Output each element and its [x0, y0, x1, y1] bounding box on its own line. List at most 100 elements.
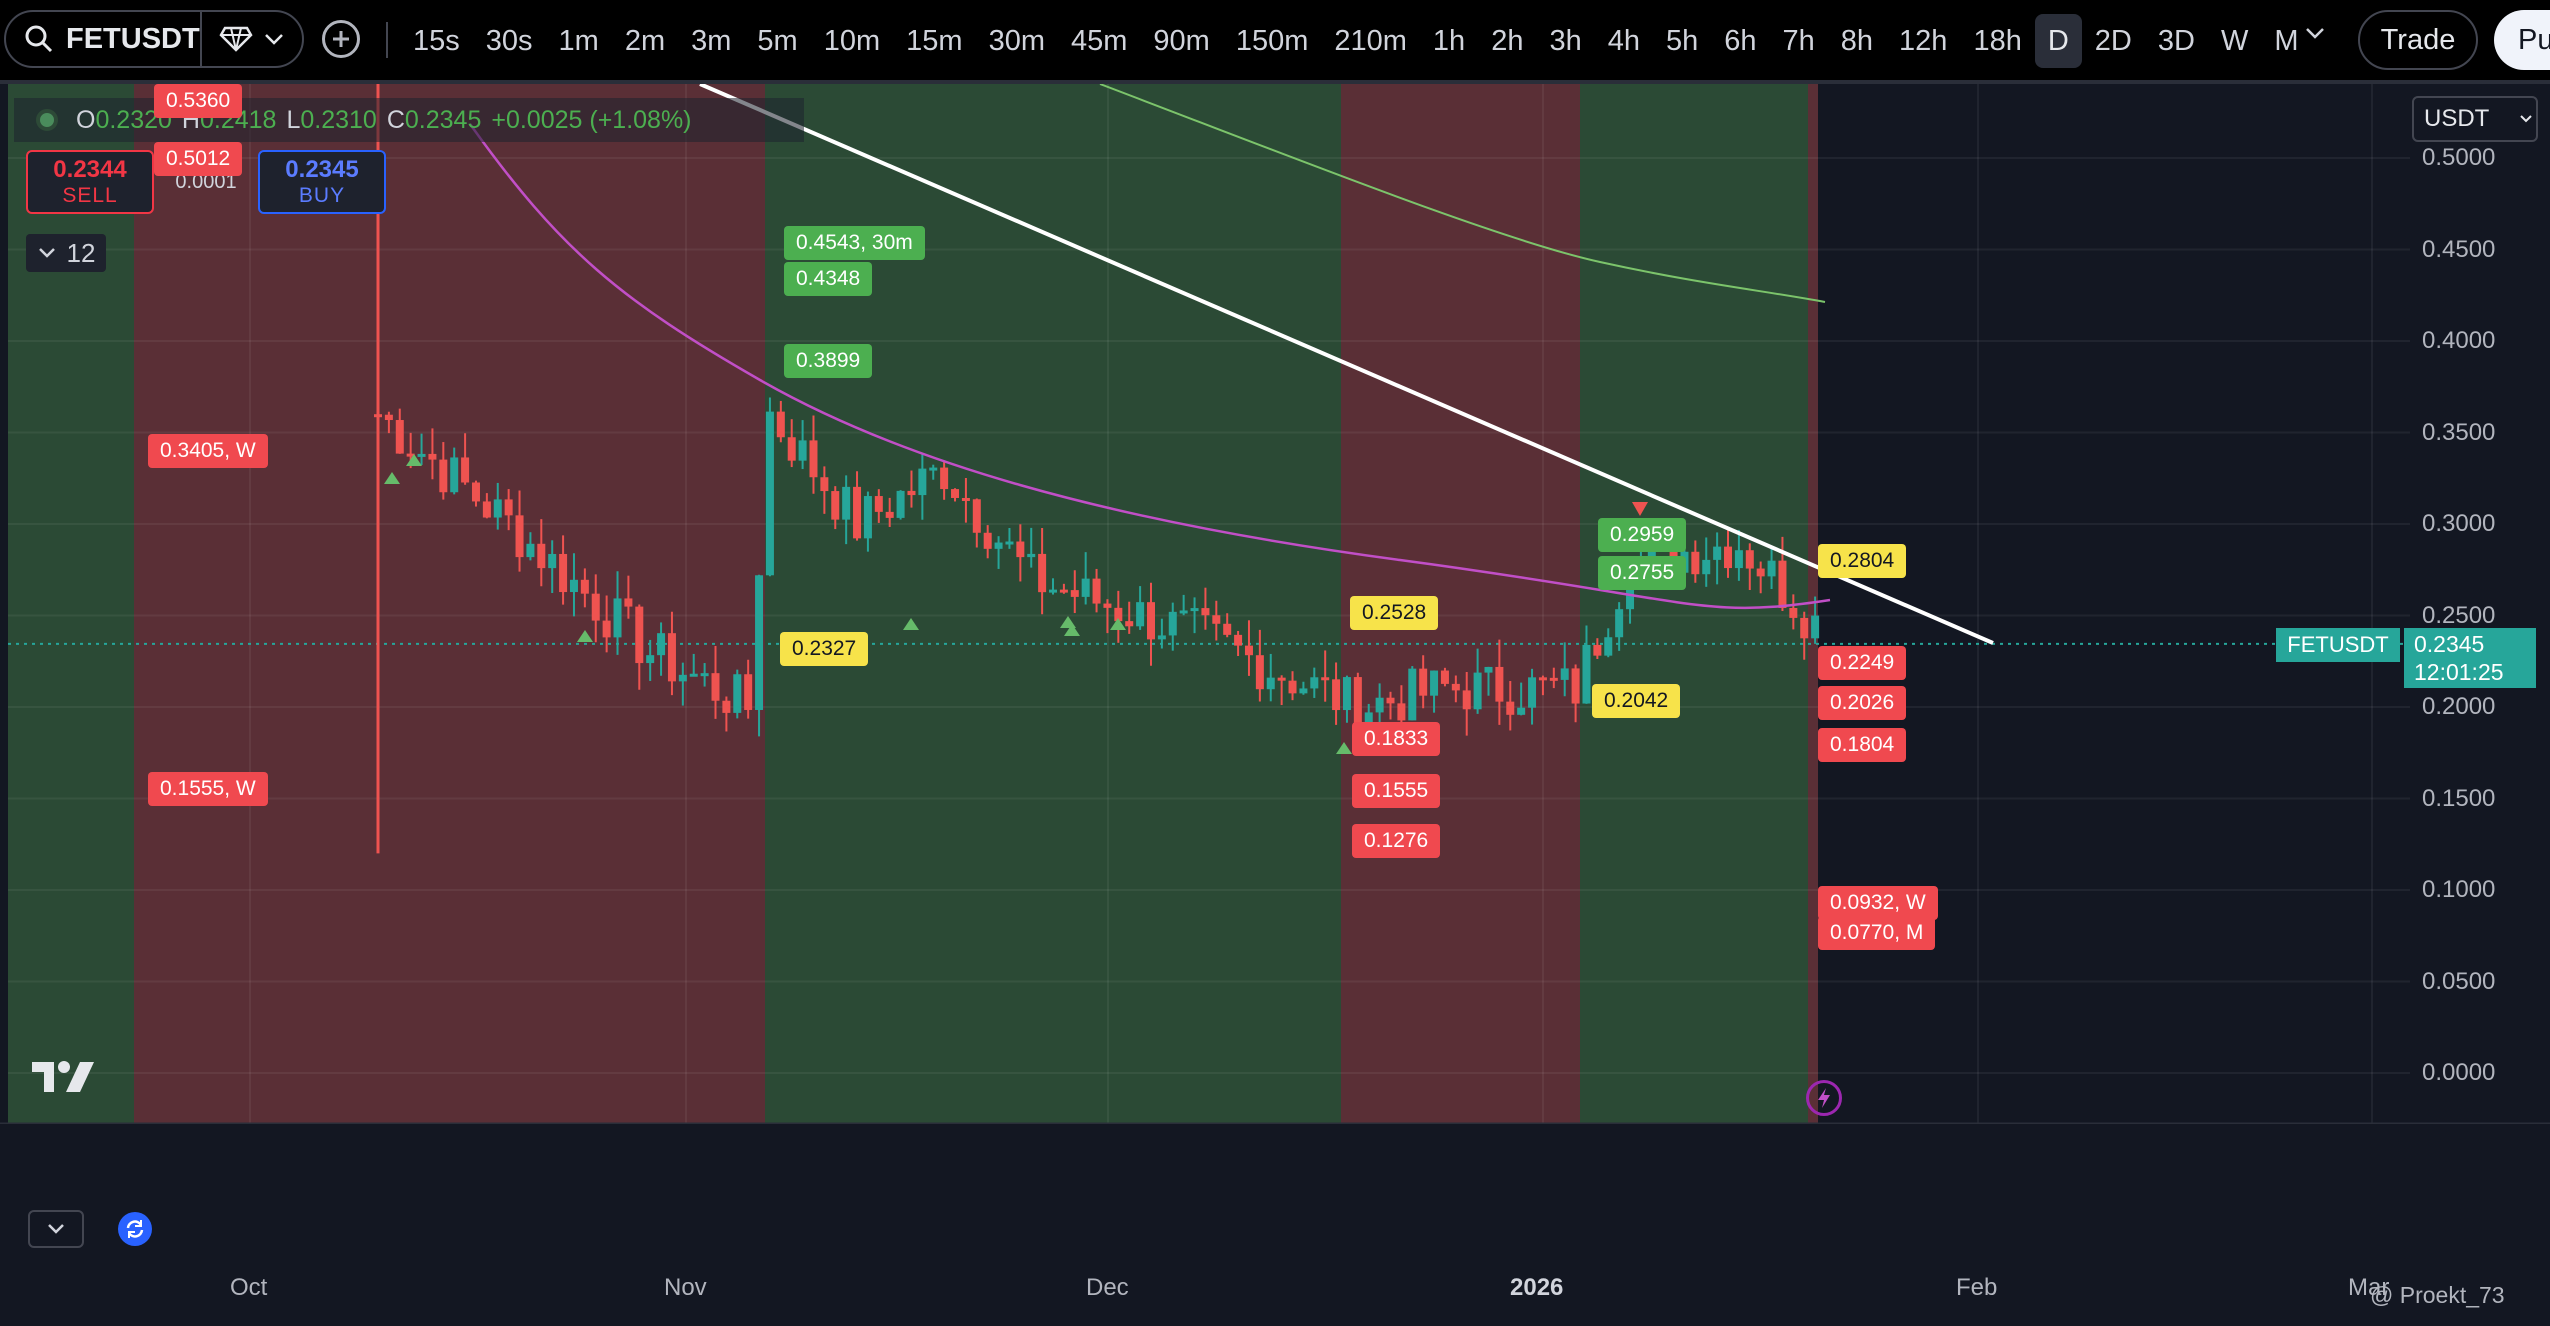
refresh-button[interactable] — [118, 1212, 152, 1246]
time-tick: 2026 — [1510, 1274, 1564, 1301]
interval-M[interactable]: M — [2274, 24, 2299, 57]
level-label[interactable]: 0.4348 — [784, 262, 873, 296]
visibility-dot-icon[interactable] — [36, 109, 58, 131]
interval-90m[interactable]: 90m — [1153, 24, 1210, 57]
currency-select[interactable]: USDT — [2412, 96, 2538, 142]
interval-2h[interactable]: 2h — [1491, 24, 1524, 57]
level-label[interactable]: 0.2804 — [1818, 544, 1907, 578]
interval-5h[interactable]: 5h — [1665, 24, 1699, 57]
interval-45m[interactable]: 45m — [1070, 24, 1128, 57]
change-value: +0.0025 (+1.08%) — [491, 105, 692, 134]
price-tick: 0.0500 — [2422, 967, 2496, 995]
add-symbol-button[interactable] — [322, 20, 360, 58]
compare-symbol-button[interactable] — [202, 12, 302, 66]
interval-30m[interactable]: 30m — [988, 24, 1045, 57]
candle-up — [1168, 611, 1177, 636]
candle-down — [711, 673, 720, 701]
collapse-pane-button[interactable] — [28, 1210, 84, 1248]
level-label[interactable]: 0.2528 — [1350, 596, 1439, 630]
candle-up — [1136, 602, 1145, 627]
trade-button[interactable]: Trade — [2358, 10, 2478, 70]
candle-down — [874, 496, 883, 512]
candle-down — [1277, 677, 1286, 681]
level-label[interactable]: 0.1276 — [1352, 824, 1441, 858]
candle-down — [1756, 568, 1765, 577]
interval-12h[interactable]: 12h — [1899, 24, 1948, 57]
interval-5m[interactable]: 5m — [757, 24, 798, 57]
publish-button[interactable]: Pu — [2494, 10, 2550, 70]
interval-15s[interactable]: 15s — [413, 24, 460, 57]
candle-down — [580, 579, 589, 594]
candle-down — [1125, 621, 1134, 627]
interval-4h[interactable]: 4h — [1607, 24, 1640, 57]
candle-up — [1473, 672, 1482, 710]
interval-8h[interactable]: 8h — [1840, 24, 1874, 57]
level-label[interactable]: 0.2959 — [1598, 518, 1687, 552]
candle-down — [1593, 644, 1602, 656]
interval-2m[interactable]: 2m — [624, 24, 666, 57]
low-key: L — [286, 105, 301, 134]
symbol-search[interactable]: FETUSDT — [6, 12, 202, 66]
candle-down — [591, 593, 600, 621]
level-label[interactable]: 0.2042 — [1592, 684, 1681, 718]
price-tick: 0.1000 — [2422, 876, 2496, 903]
level-label[interactable]: 0.0770, M — [1818, 916, 1936, 950]
level-label[interactable]: 0.3405, W — [148, 434, 268, 468]
interval-6h[interactable]: 6h — [1724, 24, 1757, 57]
level-label[interactable]: 0.5012 — [154, 142, 243, 176]
candle-up — [1484, 666, 1493, 673]
interval-30s[interactable]: 30s — [485, 24, 533, 57]
interval-W[interactable]: W — [2220, 24, 2249, 57]
indicators-toggle[interactable]: 12 — [26, 234, 106, 272]
level-label[interactable]: 0.1555, W — [148, 772, 268, 806]
level-label[interactable]: 0.2327 — [780, 632, 869, 666]
candle-up — [1179, 610, 1188, 614]
candle-up — [1190, 608, 1199, 612]
level-label[interactable]: 0.1833 — [1352, 722, 1441, 756]
level-label[interactable]: 0.2755 — [1598, 556, 1687, 590]
candle-up — [548, 553, 557, 569]
buy-button[interactable]: 0.2345 BUY — [258, 150, 386, 214]
price-chart[interactable] — [0, 84, 2550, 1124]
interval-210m[interactable]: 210m — [1334, 24, 1407, 57]
indicator-lines — [468, 84, 1994, 645]
level-label[interactable]: 0.0932, W — [1818, 886, 1938, 920]
candle-down — [384, 414, 393, 421]
time-tick: Feb — [1956, 1274, 1998, 1301]
interval-3h[interactable]: 3h — [1549, 24, 1582, 57]
flash-button[interactable] — [1806, 1080, 1842, 1116]
interval-10m[interactable]: 10m — [823, 24, 881, 57]
ohlc-legend[interactable]: O 0.2320 H 0.2418 L 0.2310 C 0.2345 +0.0025 … — [14, 98, 804, 142]
interval-18h[interactable]: 18h — [1973, 24, 2022, 57]
buy-sell-widget: 0.2344 SELL 0.0001 0.2345 BUY — [26, 150, 386, 214]
interval-3m[interactable]: 3m — [691, 24, 732, 57]
symbol-search-box[interactable]: FETUSDT — [4, 10, 304, 68]
candle-down — [1092, 578, 1101, 604]
candle-down — [1386, 697, 1395, 704]
buy-price: 0.2345 — [285, 156, 359, 183]
level-label[interactable]: 0.4543, 30m — [784, 226, 925, 260]
background-zones — [8, 84, 2410, 1124]
level-label[interactable]: 0.3899 — [784, 344, 873, 378]
interval-3D[interactable]: 3D — [2157, 24, 2195, 57]
interval-15m[interactable]: 15m — [906, 24, 963, 57]
level-label[interactable]: 0.1555 — [1352, 774, 1441, 808]
interval-2D[interactable]: 2D — [2094, 24, 2132, 57]
level-label[interactable]: 0.5360 — [154, 84, 243, 118]
interval-7h[interactable]: 7h — [1782, 24, 1815, 57]
tradingview-logo[interactable] — [30, 1058, 96, 1099]
sell-button[interactable]: 0.2344 SELL — [26, 150, 154, 214]
interval-150m[interactable]: 150m — [1235, 24, 1309, 57]
intervals-dropdown[interactable] — [2304, 26, 2326, 40]
interval-D[interactable]: D — [2034, 14, 2082, 68]
candle-down — [1223, 623, 1232, 635]
candle-up — [689, 673, 698, 677]
level-label[interactable]: 0.2249 — [1818, 646, 1907, 680]
level-label[interactable]: 0.1804 — [1818, 728, 1907, 762]
candle-down — [395, 420, 404, 454]
interval-1m[interactable]: 1m — [558, 24, 599, 57]
candle-down — [1146, 602, 1155, 640]
candle-down — [1691, 551, 1700, 575]
level-label[interactable]: 0.2026 — [1818, 686, 1907, 720]
interval-1h[interactable]: 1h — [1432, 24, 1466, 57]
